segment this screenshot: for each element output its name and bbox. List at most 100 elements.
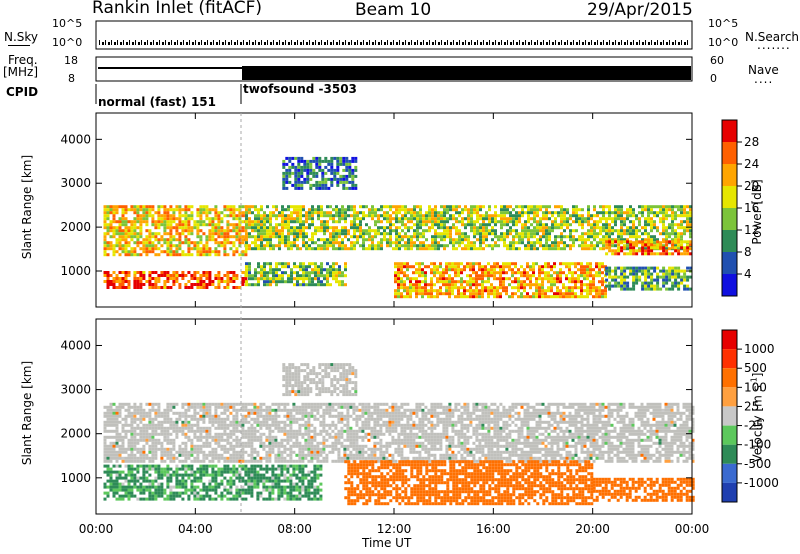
power-cell [190, 277, 194, 280]
power-cell [568, 271, 571, 275]
power-cell [518, 232, 521, 236]
power-cell [109, 220, 113, 224]
power-cell [365, 214, 368, 218]
velocity-cell [151, 485, 155, 489]
power-cell [539, 244, 542, 248]
velocity-cell [187, 426, 191, 430]
velocity-cell [109, 453, 113, 457]
power-cell [226, 238, 230, 242]
power-cell [689, 240, 693, 244]
power-cell [538, 265, 541, 269]
power-cell [226, 241, 230, 245]
velocity-cell [211, 414, 215, 418]
power-cell [425, 217, 428, 221]
power-cell [674, 232, 677, 236]
power-cell [205, 238, 209, 242]
power-cell [574, 265, 577, 269]
velocity-cell [118, 408, 122, 412]
power-cell [278, 238, 281, 242]
power-cell [494, 220, 497, 224]
power-cell [163, 283, 167, 286]
velocity-cell [127, 485, 131, 489]
power-cell [539, 238, 542, 242]
power-cell [515, 205, 518, 209]
power-cell [260, 229, 263, 233]
velocity-cell [226, 488, 230, 492]
power-cell [175, 223, 179, 227]
power-cell [269, 280, 272, 284]
power-cell [560, 232, 563, 236]
power-cell [127, 286, 131, 289]
velocity-cell [133, 405, 137, 409]
power-cell [202, 247, 206, 251]
power-cell [145, 244, 149, 248]
power-cell [380, 238, 383, 242]
power-cell [556, 286, 559, 290]
power-cell [598, 289, 601, 293]
velocity-cell [154, 429, 158, 433]
velocity-cell [145, 411, 149, 415]
velocity-cell [289, 464, 293, 468]
velocity-cell [319, 482, 323, 486]
power-cell [575, 217, 578, 221]
power-cell [439, 262, 442, 266]
power-cell [401, 244, 404, 248]
power-cell [416, 226, 419, 230]
velocity-cell [247, 491, 251, 495]
velocity-cell [199, 464, 203, 468]
power-cell [557, 223, 560, 227]
power-cell [419, 235, 422, 239]
power-cell [449, 226, 452, 230]
velocity-cell [208, 441, 212, 445]
power-cell [496, 277, 499, 281]
power-cell [353, 211, 356, 215]
power-cell [446, 217, 449, 221]
velocity-cell [298, 479, 302, 483]
velocity-cell [307, 482, 311, 486]
power-cell [142, 247, 146, 251]
power-cell [422, 220, 425, 224]
velocity-cell [145, 488, 149, 492]
velocity-cell [130, 438, 134, 442]
power-cell [320, 262, 323, 266]
velocity-cell [169, 476, 173, 480]
velocity-cell [268, 467, 272, 471]
velocity-cell [217, 414, 221, 418]
velocity-cell [166, 414, 170, 418]
power-cell [166, 241, 170, 245]
power-cell [284, 280, 287, 284]
power-cell [458, 229, 461, 233]
power-cell [145, 223, 149, 227]
velocity-cell [157, 488, 161, 492]
power-cell [308, 211, 311, 215]
power-cell [581, 223, 584, 227]
power-cell [312, 174, 316, 178]
velocity-cell [196, 405, 200, 409]
velocity-cell [205, 467, 209, 471]
power-cell [269, 283, 272, 287]
power-cell [440, 220, 443, 224]
power-cell [553, 265, 556, 269]
velocity-cell [121, 494, 125, 498]
power-cell [145, 214, 149, 218]
power-cell [112, 229, 116, 233]
power-cell [415, 289, 418, 293]
power-cell [541, 292, 544, 296]
power-cell [356, 217, 359, 221]
power-cell [611, 238, 614, 242]
power-cell [413, 208, 416, 212]
power-cell [689, 220, 692, 224]
power-cell [169, 241, 173, 245]
power-cell [199, 241, 203, 245]
power-cell [551, 229, 554, 233]
velocity-cell [163, 450, 167, 454]
power-cell [689, 223, 692, 227]
power-cell [202, 223, 206, 227]
power-cell [604, 292, 607, 296]
velocity-cell [106, 411, 110, 415]
power-cell [427, 265, 430, 269]
power-cell [530, 247, 533, 251]
power-cell [365, 205, 368, 209]
power-cell [303, 162, 307, 166]
power-cell [595, 289, 598, 293]
